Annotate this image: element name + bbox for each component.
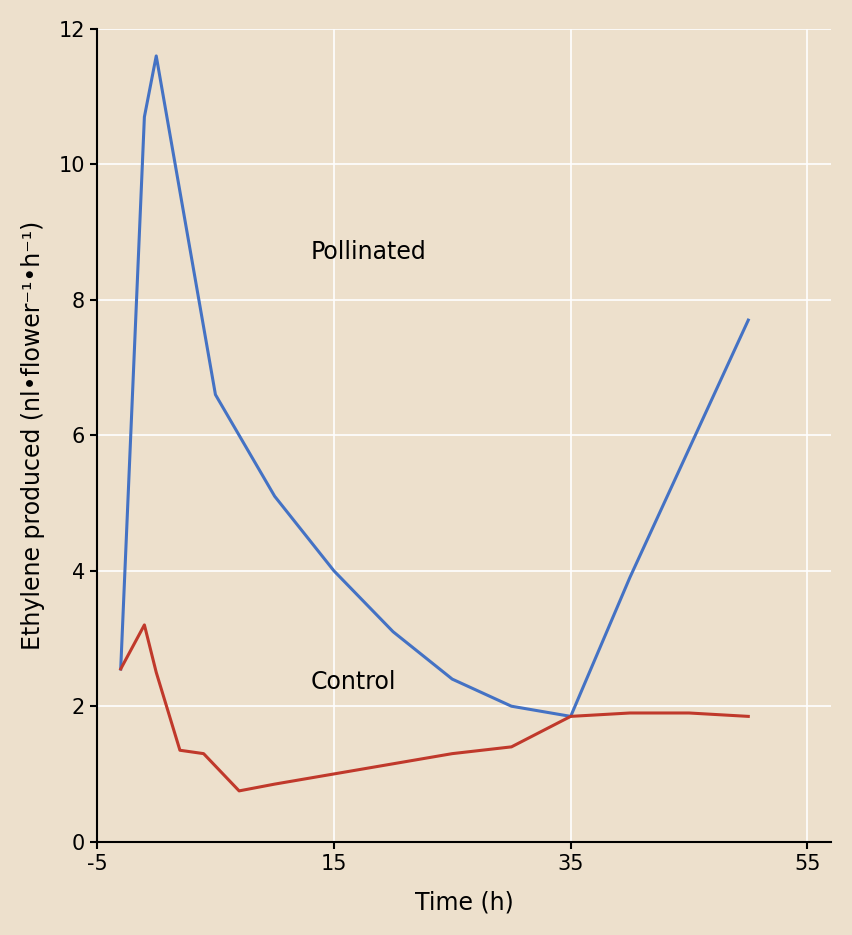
Text: Pollinated: Pollinated (310, 240, 426, 265)
Text: Control: Control (310, 670, 395, 695)
X-axis label: Time (h): Time (h) (415, 890, 514, 914)
Y-axis label: Ethylene produced (nl•flower⁻¹•h⁻¹): Ethylene produced (nl•flower⁻¹•h⁻¹) (20, 221, 45, 650)
